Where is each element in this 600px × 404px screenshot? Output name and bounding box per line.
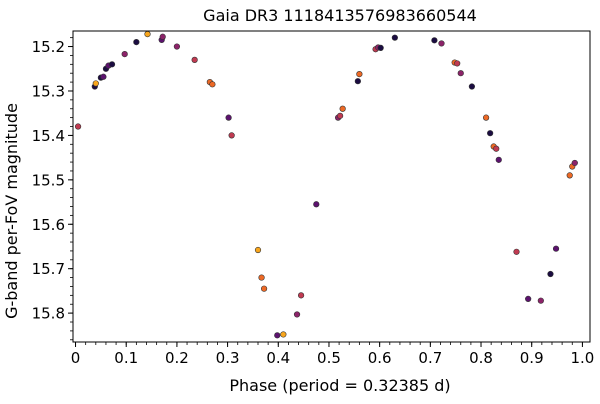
data-point	[191, 56, 198, 63]
data-point	[92, 80, 99, 87]
plot-area	[72, 30, 591, 343]
x-tick-label: 0.5	[317, 349, 341, 367]
y-tick-label: 15.4	[32, 127, 65, 145]
data-point	[100, 73, 107, 80]
y-axis: 15.2 15.3 15.4 15.5 15.6 15.7 15.8	[32, 37, 73, 341]
data-point	[468, 83, 476, 90]
data-point	[209, 81, 216, 88]
y-tick-label: 15.2	[32, 38, 65, 56]
data-point	[173, 43, 181, 50]
x-tick-label: 0.1	[114, 349, 138, 367]
data-point	[482, 114, 490, 121]
data-point	[337, 112, 344, 119]
x-tick-label: 0.4	[266, 349, 290, 367]
data-point	[144, 31, 151, 38]
y-tick-label: 15.5	[32, 171, 65, 189]
data-point	[313, 201, 320, 208]
data-point	[513, 248, 520, 255]
data-point	[493, 145, 500, 152]
data-point	[121, 51, 128, 58]
x-tick-label: 0.3	[216, 349, 240, 367]
y-tick-label: 15.7	[32, 260, 65, 278]
x-tick-label: 0	[71, 349, 81, 367]
data-point	[108, 61, 116, 68]
x-tick-label: 0.8	[469, 349, 493, 367]
data-point	[566, 172, 573, 179]
data-point	[525, 295, 532, 303]
data-point	[571, 159, 578, 167]
data-point	[537, 297, 544, 304]
y-tick-label: 15.3	[32, 82, 65, 100]
data-point	[274, 332, 281, 339]
x-axis: 0 0.1 0.2 0.3 0.4 0.5 0.6 0.7 0.8 0.9 1.0	[71, 342, 594, 367]
data-point	[225, 114, 232, 121]
data-point	[431, 37, 438, 44]
data-point	[495, 156, 502, 163]
plot-frame	[72, 30, 591, 343]
data-point	[547, 270, 554, 278]
data-point	[133, 39, 140, 46]
data-point	[354, 78, 361, 85]
data-point	[293, 311, 301, 318]
chart-title: Gaia DR3 1118413576983660544	[203, 6, 477, 25]
data-points	[74, 31, 578, 339]
x-tick-label: 0.6	[368, 349, 392, 367]
data-point	[258, 274, 265, 281]
data-point	[454, 60, 461, 67]
y-tick-label: 15.8	[32, 305, 65, 323]
data-point	[74, 123, 82, 130]
data-point	[457, 70, 464, 77]
x-tick-label: 0.9	[520, 349, 544, 367]
data-point	[356, 70, 363, 78]
x-tick-label: 1.0	[570, 349, 594, 367]
data-point	[339, 105, 346, 112]
data-point	[159, 33, 166, 40]
data-point	[438, 40, 445, 47]
y-axis-label: G-band per-FoV magnitude	[2, 103, 21, 319]
x-tick-label: 0.2	[165, 349, 189, 367]
x-axis-label: Phase (period = 0.32385 d)	[229, 376, 450, 395]
data-point	[297, 292, 305, 299]
data-point	[280, 331, 287, 338]
data-point	[487, 130, 494, 137]
data-point	[228, 132, 235, 139]
y-tick-label: 15.6	[32, 216, 65, 234]
data-point	[254, 246, 262, 254]
x-tick-label: 0.7	[418, 349, 442, 367]
data-point	[377, 44, 384, 51]
data-point	[552, 245, 560, 252]
data-point	[260, 285, 268, 292]
data-point	[391, 34, 398, 41]
